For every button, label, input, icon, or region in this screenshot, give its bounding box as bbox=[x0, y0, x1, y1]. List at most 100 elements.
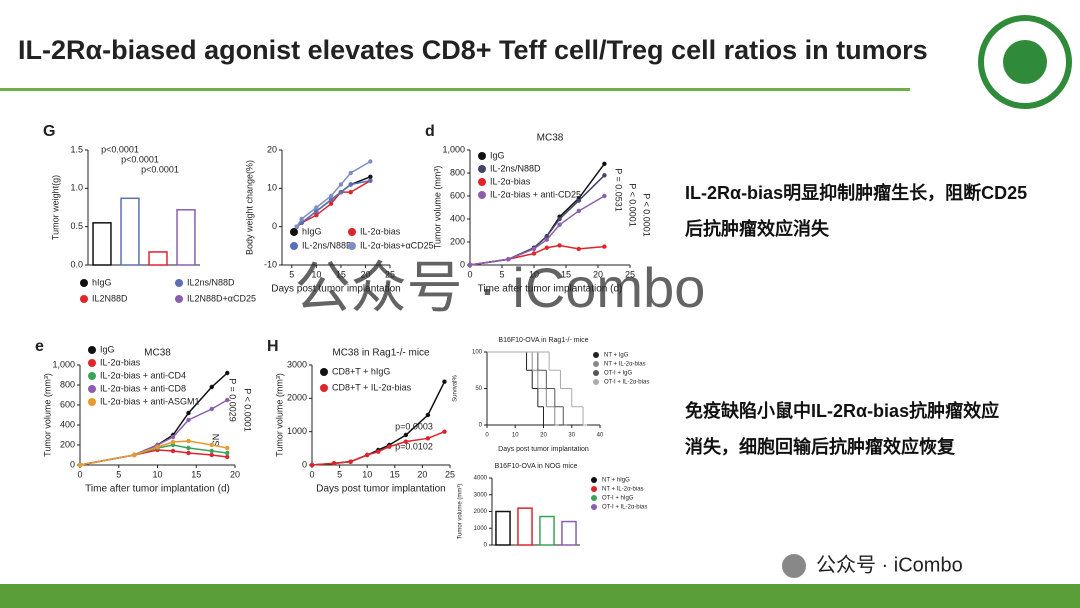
y-tick-label: 1.0 bbox=[70, 183, 83, 193]
data-point bbox=[576, 246, 581, 252]
data-point bbox=[314, 212, 319, 218]
data-point bbox=[314, 209, 319, 214]
y-tick-label: 0 bbox=[460, 259, 465, 269]
annotation: P = 0.0531 bbox=[614, 168, 624, 212]
x-tick-label: 20 bbox=[360, 269, 370, 279]
note-box: 免疫缺陷小鼠中IL-2Rα-bias抗肿瘤效应消失，细胞回输后抗肿瘤效应恢复 bbox=[685, 401, 1000, 457]
slide-title: IL-2Rα-biased agonist elevates CD8+ Teff… bbox=[18, 35, 928, 65]
legend-marker bbox=[478, 165, 486, 173]
x-axis-label: Days post tumor implantation bbox=[498, 446, 589, 453]
legend-marker bbox=[290, 242, 298, 250]
legend-marker bbox=[88, 372, 96, 380]
legend-label: CD8+T + hIgG bbox=[332, 366, 390, 376]
x-tick-label: 10 bbox=[529, 269, 539, 279]
data-point bbox=[338, 189, 344, 195]
legend-label: hIgG bbox=[92, 277, 112, 287]
note-1: IL-2Rα-bias明显抑制肿瘤生长，阻断CD25后抗肿瘤效应消失 bbox=[685, 183, 1028, 239]
annotation: NS bbox=[211, 434, 221, 447]
data-point bbox=[294, 224, 299, 229]
x-tick-label: 5 bbox=[116, 469, 121, 479]
bar bbox=[539, 515, 555, 546]
y-tick-label: 1000 bbox=[287, 426, 307, 436]
data-point bbox=[225, 454, 230, 460]
panel-label: d bbox=[425, 123, 435, 140]
annotation: p=0.0003 bbox=[395, 421, 433, 431]
y-tick-label: 3000 bbox=[474, 492, 488, 498]
bar bbox=[495, 510, 511, 546]
data-point bbox=[209, 448, 214, 454]
note-2: 免疫缺陷小鼠中IL-2Rα-bias抗肿瘤效应消失，细胞回输后抗肿瘤效应恢复 bbox=[685, 401, 1000, 457]
data-point bbox=[368, 174, 373, 180]
data-point bbox=[442, 379, 447, 384]
bar bbox=[120, 197, 140, 266]
y-tick-label: 1000 bbox=[474, 526, 488, 532]
data-point bbox=[209, 452, 214, 458]
legend-marker bbox=[593, 370, 599, 376]
annotation: P < 0.0001 bbox=[628, 183, 638, 227]
data-point bbox=[186, 438, 191, 444]
y-tick-label: 0 bbox=[302, 459, 307, 469]
legend-label: IL2N88D bbox=[92, 293, 128, 303]
data-point bbox=[186, 445, 191, 451]
data-point bbox=[328, 193, 334, 199]
legend-label: CD8+T + IL-2α-bias bbox=[332, 382, 412, 392]
data-point bbox=[425, 436, 431, 441]
annotation: p<0.0001 bbox=[141, 164, 179, 174]
data-point bbox=[425, 412, 431, 418]
data-point bbox=[531, 251, 537, 256]
legend-label: IL-2α-bias + anti-CD8 bbox=[100, 383, 186, 393]
x-tick-label: 20 bbox=[540, 433, 547, 439]
x-axis-label: Days post tumor implantation bbox=[316, 484, 446, 495]
annotation: P < 0.0001 bbox=[642, 193, 652, 237]
legend-label: NT + IL-2α-bias bbox=[602, 487, 644, 493]
bar bbox=[517, 507, 533, 546]
y-tick-label: 50 bbox=[475, 386, 482, 392]
y-tick-label: 0.5 bbox=[70, 221, 83, 231]
y-tick-label: 3000 bbox=[287, 359, 307, 369]
y-tick-label: 800 bbox=[450, 167, 465, 177]
data-point bbox=[132, 452, 137, 458]
y-axis-label: Tumor volume (mm³) bbox=[432, 166, 442, 250]
y-tick-label: 400 bbox=[60, 419, 75, 429]
legend-marker bbox=[348, 242, 356, 250]
y-axis-label: Tumor weight(g) bbox=[50, 175, 60, 240]
data-point bbox=[170, 434, 176, 440]
chart-title: MC38 bbox=[537, 133, 564, 144]
legend-label: IL-2α-bias bbox=[360, 226, 401, 236]
data-point bbox=[506, 257, 511, 262]
legend-label: NT + IgG bbox=[604, 353, 629, 359]
data-point bbox=[557, 222, 562, 227]
legend-marker bbox=[290, 228, 298, 236]
y-tick-label: 1,000 bbox=[52, 359, 75, 369]
x-tick-label: 25 bbox=[445, 469, 455, 479]
data-point bbox=[225, 445, 230, 451]
legend-label: NT + hIgG bbox=[602, 478, 630, 484]
y-tick-label: 0 bbox=[70, 459, 75, 469]
x-tick-label: 25 bbox=[625, 269, 635, 279]
bar bbox=[148, 251, 168, 266]
data-point bbox=[365, 452, 370, 458]
panel-label: H bbox=[267, 338, 279, 355]
legend-label: OT-I + IgG bbox=[604, 371, 633, 377]
annotation: p=0.0102 bbox=[395, 441, 433, 451]
data-point bbox=[403, 439, 409, 444]
x-tick-label: 10 bbox=[311, 269, 321, 279]
y-tick-label: 2000 bbox=[287, 393, 307, 403]
data-point bbox=[348, 189, 353, 195]
legend-label: IL-2α-bias + anti-CD25 bbox=[490, 189, 581, 199]
y-tick-label: -10 bbox=[264, 259, 277, 269]
x-tick-label: 5 bbox=[499, 269, 504, 279]
annotation: p<0.0001 bbox=[121, 154, 159, 164]
legend-marker bbox=[88, 359, 96, 367]
footer-text: 公众号 · iCombo bbox=[816, 553, 963, 576]
data-point bbox=[309, 462, 315, 468]
bar bbox=[176, 209, 196, 266]
data-point bbox=[209, 442, 214, 448]
y-tick-label: 0 bbox=[272, 221, 277, 231]
x-tick-label: 20 bbox=[593, 269, 603, 279]
title-rule bbox=[0, 88, 910, 91]
data-point bbox=[155, 444, 160, 450]
data-point bbox=[209, 406, 214, 412]
